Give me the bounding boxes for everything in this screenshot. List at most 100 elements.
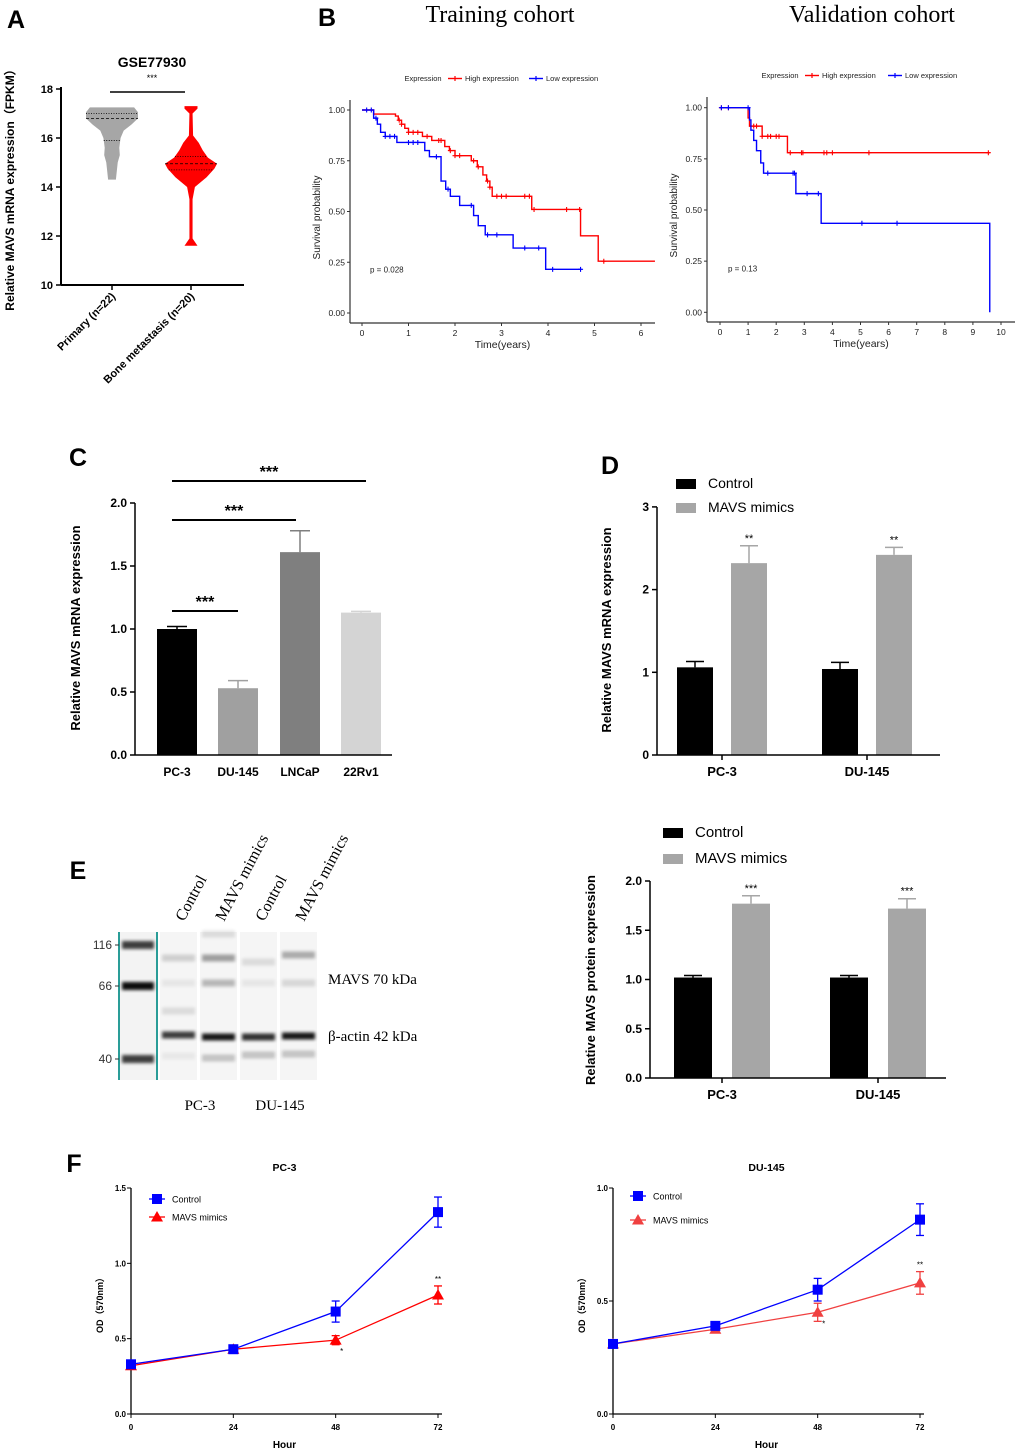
- panel-label: D: [601, 452, 619, 480]
- censor-mark: [536, 245, 542, 251]
- x-tick-label: 0: [360, 328, 365, 338]
- censor-mark: [392, 133, 398, 139]
- y-axis-label: Relative MAVS protein expression: [583, 875, 598, 1085]
- censor-mark: [396, 117, 402, 123]
- x-tick-label: 2: [453, 328, 458, 338]
- legend-label: MAVS mimics: [708, 499, 794, 515]
- legend-marker: [633, 1191, 643, 1201]
- series-line: [130, 1294, 439, 1367]
- legend-marker: [151, 1211, 163, 1222]
- km-curve-1: [362, 109, 582, 271]
- censor-mark: [410, 139, 416, 145]
- x-tick-label: 9: [971, 327, 976, 337]
- data-point: [126, 1359, 136, 1370]
- data-point: [812, 1284, 823, 1295]
- censor-mark: [438, 137, 444, 143]
- y-tick-label: 0.75: [685, 154, 702, 164]
- y-tick-label: 1.0: [625, 973, 642, 987]
- y-tick-label: 14: [41, 182, 54, 194]
- data-point: [228, 1344, 239, 1355]
- x-tick-label: 72: [434, 1423, 443, 1432]
- x-tick-label: 1: [746, 327, 751, 337]
- censor-mark: [471, 158, 477, 164]
- x-tick-label: PC-3: [163, 765, 191, 779]
- x-tick-label: 1: [406, 328, 411, 338]
- y-tick-label: 12: [41, 231, 53, 243]
- censor-mark: [406, 139, 411, 145]
- chart-title: PC-3: [273, 1162, 297, 1174]
- significance-label: ***: [225, 503, 244, 520]
- data-point: [330, 1306, 341, 1317]
- legend-title: Expression: [761, 71, 798, 80]
- legend-label: MAVS mimics: [695, 850, 787, 867]
- x-tick-label: 24: [711, 1423, 720, 1432]
- censor-mark: [415, 139, 421, 145]
- protein-band: [162, 1052, 195, 1060]
- y-axis-label: Relative MAVS mRNA expression: [68, 525, 83, 730]
- legend-label: Control: [695, 824, 743, 841]
- y-tick-label: 0.75: [328, 156, 345, 166]
- y-tick-label: 10: [41, 280, 53, 292]
- km-chart-2: Validation cohort 0 1 2 3 4 5 6 7 8 9 10 0.00 0.25 0.5…: [669, 2, 1015, 350]
- data-point: [433, 1207, 443, 1218]
- x-tick-label: 7: [914, 327, 919, 337]
- censor-mark: [829, 150, 835, 156]
- y-tick-label: 1.00: [685, 103, 702, 113]
- y-tick-label: 3: [642, 500, 649, 514]
- legend-label: High expression: [465, 74, 519, 83]
- protein-band: [202, 954, 235, 962]
- chart-title: Validation cohort: [789, 2, 955, 28]
- y-tick-label: 0.0: [115, 1410, 127, 1419]
- data-point: [914, 1276, 926, 1288]
- x-tick-label: 22Rv1: [343, 765, 379, 779]
- legend-label: Low expression: [546, 74, 598, 83]
- p-value: p = 0.028: [370, 265, 404, 274]
- km-curve-0: [720, 107, 990, 154]
- data-point: [329, 1334, 342, 1345]
- data-point: [432, 1288, 444, 1300]
- y-tick-label: 1.5: [110, 559, 127, 573]
- x-tick-label: DU-145: [845, 764, 890, 779]
- y-tick-label: 0.0: [110, 748, 127, 762]
- y-tick-label: 0.25: [685, 256, 702, 266]
- y-tick-label: 0.5: [625, 1022, 642, 1036]
- censor-mark: [725, 105, 731, 111]
- legend-title: Expression: [404, 74, 441, 83]
- censor-mark: [410, 129, 416, 135]
- x-tick-label: DU-145: [856, 1087, 901, 1102]
- y-tick-label: 1: [642, 665, 649, 679]
- legend-label: Low expression: [905, 71, 957, 80]
- censor-mark: [601, 258, 607, 264]
- x-axis-label: Time(years): [833, 338, 889, 350]
- violin-0: [86, 107, 138, 180]
- bar: [822, 668, 858, 755]
- y-tick-label: 2: [642, 583, 649, 597]
- y-axis-label: OD（570nm）: [95, 1273, 105, 1333]
- x-tick-label: 2: [774, 327, 779, 337]
- protein-band: [162, 954, 195, 962]
- x-tick-label: 24: [229, 1423, 238, 1432]
- censor-mark: [468, 202, 474, 208]
- bar: [888, 908, 926, 1078]
- censor-mark: [578, 266, 584, 272]
- bar: [732, 903, 770, 1078]
- x-tick-label: 5: [592, 328, 597, 338]
- chart-title: Training cohort: [425, 2, 574, 28]
- censor-mark: [457, 153, 463, 159]
- censor-mark: [447, 148, 453, 154]
- protein-band: [202, 1054, 235, 1062]
- y-tick-label: 0.0: [597, 1410, 609, 1419]
- panel-label: A: [7, 6, 25, 34]
- protein-band: [162, 1007, 195, 1015]
- y-axis-label: Relative MAVS mRNA expression: [599, 527, 614, 732]
- protein-band: [242, 1033, 275, 1041]
- censor-mark: [768, 133, 774, 139]
- censor-mark: [406, 129, 411, 135]
- lane-label: Control: [253, 872, 291, 924]
- band-label: MAVS 70 kDa: [328, 972, 417, 988]
- y-axis-label: Survival probability: [669, 174, 680, 258]
- protein-band: [202, 1033, 235, 1041]
- p-value: p = 0.13: [728, 264, 758, 273]
- legend-swatch: [663, 828, 683, 838]
